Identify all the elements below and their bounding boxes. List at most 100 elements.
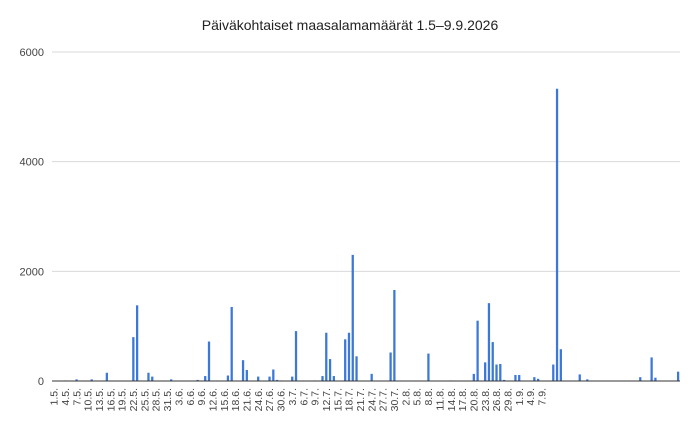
- x-tick-label: 20.8.: [468, 388, 480, 411]
- gridlines: [52, 51, 680, 272]
- bar: [552, 364, 555, 381]
- bar: [268, 376, 271, 381]
- x-tick-label: 6.7.: [298, 388, 310, 406]
- bar: [294, 331, 298, 381]
- bar: [135, 305, 139, 381]
- bar: [472, 373, 475, 381]
- x-tick-label: 3.6.: [173, 388, 185, 406]
- bar: [347, 332, 351, 381]
- bar: [332, 376, 335, 381]
- bar: [291, 376, 294, 381]
- y-tick-label: 6000: [20, 47, 44, 59]
- bar: [325, 332, 328, 381]
- x-tick-label: 1.9.: [514, 388, 526, 406]
- x-tick-label: 18.7.: [344, 388, 356, 411]
- x-tick-label: 15.7.: [332, 388, 344, 411]
- x-tick-label: 21.6.: [242, 388, 254, 411]
- x-tick-label: 5.8.: [412, 388, 424, 406]
- bar: [533, 377, 536, 381]
- y-tick-label: 0: [38, 376, 44, 388]
- bar: [502, 379, 506, 381]
- bar: [257, 376, 260, 381]
- bar: [476, 320, 479, 381]
- bar: [204, 376, 207, 381]
- x-tick-label: 4.5.: [60, 388, 72, 406]
- x-tick-label: 26.8.: [491, 388, 503, 411]
- x-tick-label: 27.7.: [378, 388, 390, 411]
- bar: [676, 371, 680, 381]
- bar: [328, 359, 332, 381]
- x-tick-label: 2.8.: [400, 388, 412, 406]
- x-tick-label: 1.5.: [49, 388, 61, 406]
- bar: [555, 88, 559, 382]
- y-axis-ticks: 0 2000 4000 6000: [20, 47, 44, 388]
- bar: [245, 370, 248, 381]
- bar: [275, 379, 279, 381]
- bar: [484, 362, 487, 381]
- bar: [147, 372, 150, 381]
- bar: [389, 352, 392, 381]
- bar: [351, 254, 354, 381]
- x-tick-label: 15.6.: [219, 388, 231, 411]
- bar: [578, 374, 581, 381]
- x-tick-label: 28.5.: [151, 388, 163, 411]
- bar: [518, 374, 521, 381]
- bar: [75, 379, 78, 381]
- x-tick-label: 11.8.: [434, 388, 446, 411]
- bar: [105, 372, 108, 381]
- x-tick-label: 13.5.: [94, 388, 106, 411]
- bar: [90, 379, 93, 381]
- bar: [370, 373, 373, 381]
- bar: [344, 339, 347, 381]
- x-tick-label: 19.5.: [117, 388, 129, 411]
- x-tick-label: 9.7.: [310, 388, 322, 406]
- bar: [170, 379, 173, 381]
- chart-title: Päiväkohtaiset maasalamamäärät 1.5–9.9.2…: [202, 17, 499, 33]
- bar: [654, 377, 657, 381]
- bar: [495, 364, 498, 381]
- x-tick-label: 17.8.: [457, 388, 469, 411]
- x-tick-label: 18.6.: [230, 388, 242, 411]
- bar: [241, 360, 245, 381]
- bar: [427, 353, 430, 381]
- bar: [559, 349, 562, 381]
- x-tick-label: 24.6.: [253, 388, 265, 411]
- x-tick-label: 8.8.: [423, 388, 435, 406]
- bar: [226, 375, 230, 381]
- x-tick-label: 30.6.: [276, 388, 288, 411]
- bar: [272, 369, 275, 381]
- bar: [514, 374, 517, 381]
- bar: [132, 337, 135, 381]
- x-tick-label: 29.8.: [503, 388, 515, 411]
- x-tick-label: 30.7.: [389, 388, 401, 411]
- x-tick-label: 25.5.: [139, 388, 151, 411]
- x-tick-label: 10.5.: [83, 388, 95, 411]
- y-tick-label: 4000: [20, 157, 44, 169]
- x-tick-label: 27.6.: [264, 388, 276, 411]
- x-tick-label: 4.9.: [525, 388, 537, 406]
- x-tick-label: 24.7.: [366, 388, 378, 411]
- x-tick-label: 12.6.: [207, 388, 219, 411]
- x-tick-label: 7.9.: [537, 388, 549, 406]
- bars: [60, 88, 680, 382]
- x-axis-ticks: 1.5. 4.5. 7.5. 10.5. 13.5. 16.5. 19.5. 22.5. 25.…: [49, 388, 549, 411]
- x-tick-label: 14.8.: [446, 388, 458, 411]
- bar: [499, 364, 502, 381]
- x-tick-label: 31.5.: [162, 388, 174, 411]
- x-tick-label: 3.7.: [287, 388, 299, 406]
- x-tick-label: 23.8.: [480, 388, 492, 411]
- bar: [487, 303, 491, 381]
- bar: [207, 341, 211, 381]
- y-tick-label: 2000: [20, 266, 44, 278]
- x-tick-label: 12.7.: [321, 388, 333, 411]
- x-tick-label: 21.7.: [355, 388, 367, 411]
- bar: [586, 379, 589, 381]
- x-tick-label: 16.5.: [105, 388, 117, 411]
- x-tick-label: 7.5.: [71, 388, 83, 406]
- bar: [537, 378, 540, 381]
- bar: [639, 377, 642, 381]
- bar: [355, 356, 358, 381]
- x-tick-label: 22.5.: [128, 388, 140, 411]
